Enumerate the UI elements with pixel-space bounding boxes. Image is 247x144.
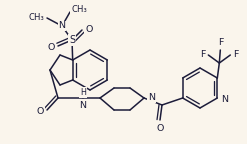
Text: H: H xyxy=(80,88,86,97)
Text: N: N xyxy=(80,101,86,110)
Text: F: F xyxy=(218,38,223,47)
Text: O: O xyxy=(37,108,44,116)
Text: CH₃: CH₃ xyxy=(71,5,87,15)
Text: N: N xyxy=(148,93,155,103)
Text: O: O xyxy=(156,124,164,133)
Text: F: F xyxy=(200,51,205,59)
Text: O: O xyxy=(85,24,92,34)
Text: S: S xyxy=(69,35,75,45)
Text: CH₃: CH₃ xyxy=(28,13,44,21)
Text: O: O xyxy=(48,43,55,53)
Text: N: N xyxy=(221,94,228,104)
Text: N: N xyxy=(59,21,65,31)
Text: F: F xyxy=(233,51,239,59)
